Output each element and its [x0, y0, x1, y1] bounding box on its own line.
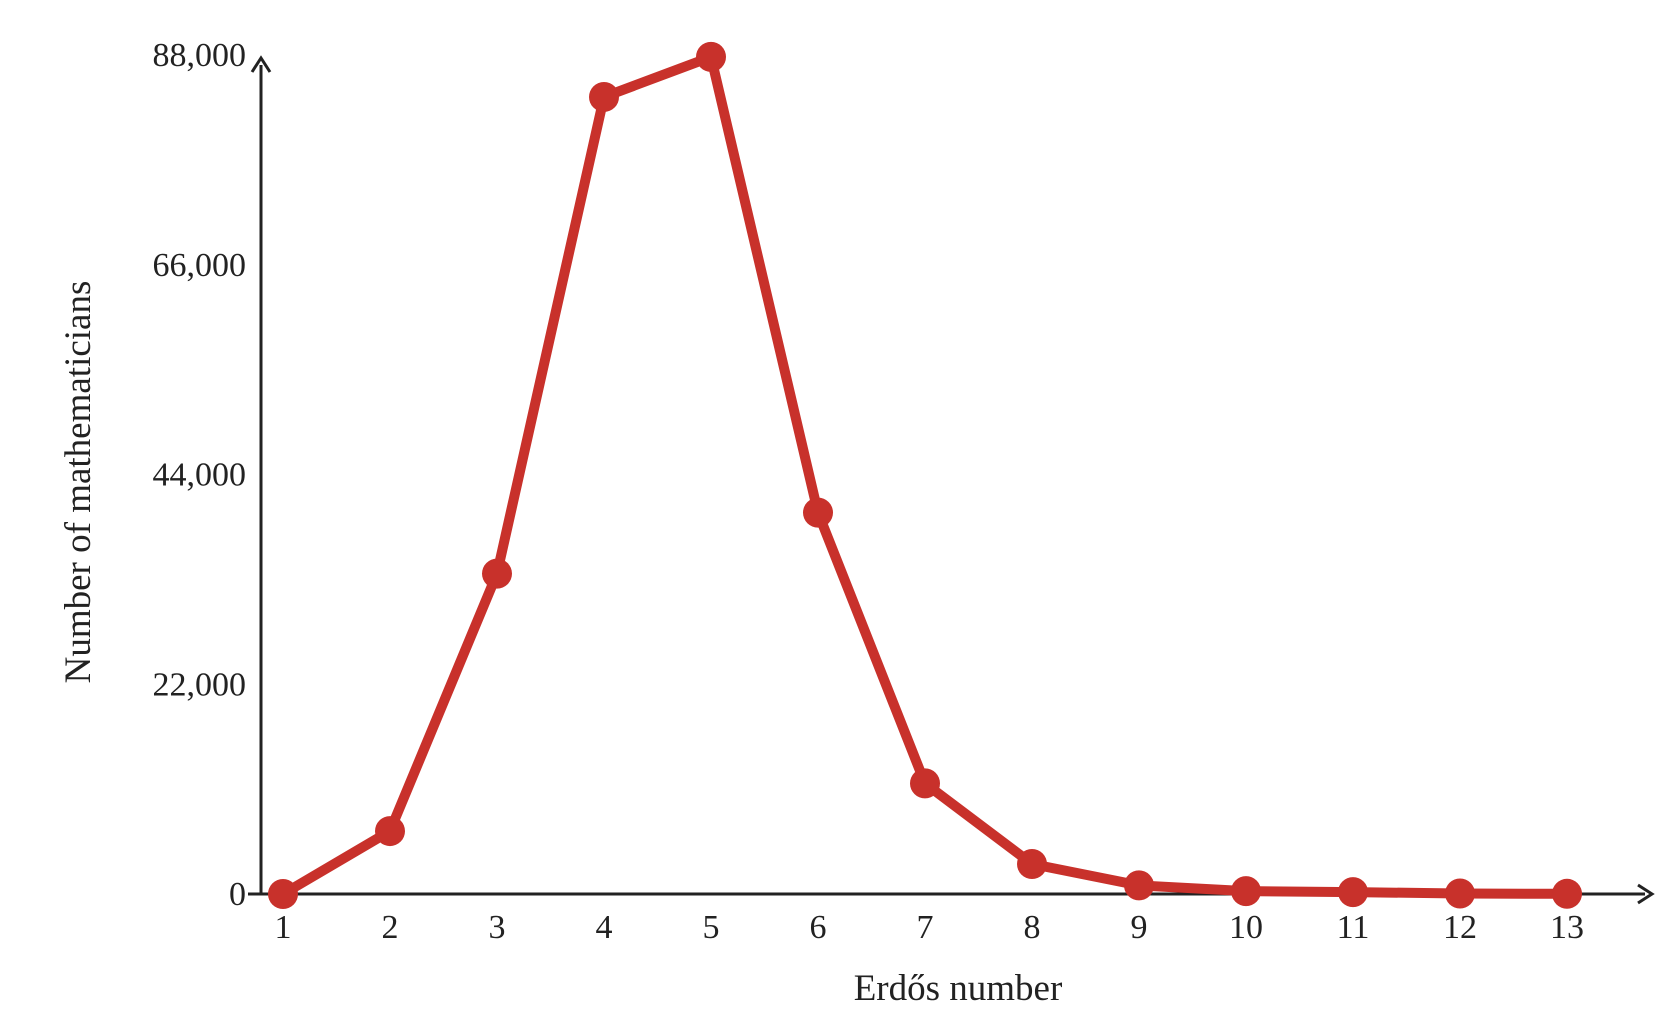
data-point — [268, 879, 298, 909]
series-layer — [268, 41, 1582, 909]
x-tick-label: 1 — [275, 909, 292, 946]
x-tick-label: 5 — [703, 909, 720, 946]
x-tick-label: 3 — [489, 909, 506, 946]
x-axis-title: Erdős number — [854, 968, 1063, 1009]
data-point — [803, 497, 833, 528]
x-tick-label: 12 — [1443, 909, 1477, 946]
data-point — [1231, 876, 1261, 907]
y-axis-title: Number of mathematicians — [58, 281, 99, 684]
x-tick-label: 9 — [1131, 909, 1148, 946]
data-point — [910, 768, 940, 799]
data-point — [1017, 848, 1047, 879]
data-point — [1552, 878, 1582, 909]
data-point — [696, 41, 726, 72]
data-point — [1124, 870, 1154, 901]
y-axis-ticks: 0 22,000 44,000 66,000 88,000 — [153, 37, 247, 913]
x-tick-label: 2 — [382, 909, 399, 946]
y-tick-label: 66,000 — [153, 247, 247, 284]
data-point — [482, 558, 512, 589]
y-tick-label: 44,000 — [153, 457, 247, 494]
axes — [248, 55, 1655, 905]
x-axis-arrowhead — [1637, 883, 1655, 905]
data-point — [1338, 877, 1368, 908]
x-axis-ticks: 1 2 3 4 5 6 7 8 9 10 11 12 13 — [275, 909, 1585, 946]
y-tick-label: 22,000 — [153, 666, 247, 703]
y-tick-label: 0 — [229, 876, 246, 913]
y-tick-label: 88,000 — [153, 37, 247, 74]
x-tick-label: 4 — [596, 909, 613, 946]
data-point — [375, 816, 405, 847]
y-axis-arrowhead — [250, 55, 272, 73]
x-tick-label: 7 — [917, 909, 934, 946]
x-tick-label: 13 — [1550, 909, 1584, 946]
x-tick-label: 6 — [810, 909, 827, 946]
x-tick-label: 8 — [1024, 909, 1041, 946]
x-tick-label: 10 — [1229, 909, 1263, 946]
data-point — [589, 81, 619, 112]
data-point — [1445, 878, 1475, 909]
x-tick-label: 11 — [1337, 909, 1370, 946]
